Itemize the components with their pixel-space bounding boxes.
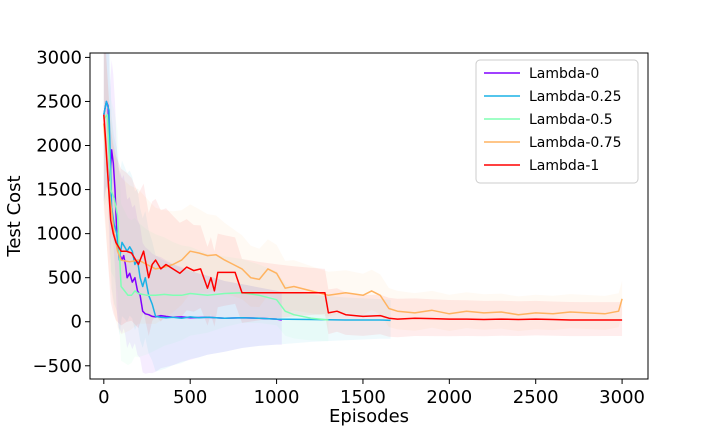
y-tick-label: 1000 bbox=[36, 224, 82, 245]
plot-frame bbox=[89, 52, 649, 380]
y-tick-label: −500 bbox=[33, 356, 82, 377]
y-tick-label: 2500 bbox=[36, 91, 82, 112]
y-tick-label: 0 bbox=[71, 312, 82, 333]
x-tick-label: 3000 bbox=[599, 387, 645, 408]
series-line bbox=[103, 113, 329, 321]
x-tick-label: 0 bbox=[98, 387, 109, 408]
variance-band bbox=[103, 53, 329, 366]
x-tick-label: 1500 bbox=[340, 387, 386, 408]
x-tick-label: 500 bbox=[173, 387, 207, 408]
x-axis: 0 500 1000 1500 2000 2500 3000 bbox=[98, 379, 645, 408]
y-tick-label: 3000 bbox=[36, 47, 82, 68]
series-line bbox=[103, 123, 623, 316]
x-tick-label: 2000 bbox=[426, 387, 472, 408]
y-axis: −500 0 500 1000 1500 2000 2500 3000 bbox=[33, 47, 90, 377]
legend-label: Lambda-0.25 bbox=[529, 89, 622, 105]
legend-label: Lambda-0 bbox=[529, 66, 599, 82]
series-line bbox=[103, 114, 623, 321]
x-tick-label: 2500 bbox=[513, 387, 559, 408]
legend-label: Lambda-0.75 bbox=[529, 135, 622, 151]
y-tick-label: 2000 bbox=[36, 136, 82, 157]
y-axis-title: Test Cost bbox=[4, 175, 25, 257]
variance-band bbox=[103, 53, 391, 372]
y-tick-label: 1500 bbox=[36, 180, 82, 201]
series-lines bbox=[103, 100, 623, 322]
variance-band bbox=[103, 53, 623, 338]
x-axis-title: Episodes bbox=[329, 406, 409, 427]
legend-frame bbox=[475, 59, 639, 184]
legend-label: Lambda-1 bbox=[529, 158, 599, 174]
legend-label: Lambda-0.5 bbox=[529, 112, 613, 128]
y-tick-label: 500 bbox=[48, 268, 82, 289]
legend: Lambda-0 Lambda-0.25 Lambda-0.5 Lambda-0.75… bbox=[475, 59, 639, 184]
x-tick-label: 1000 bbox=[254, 387, 300, 408]
